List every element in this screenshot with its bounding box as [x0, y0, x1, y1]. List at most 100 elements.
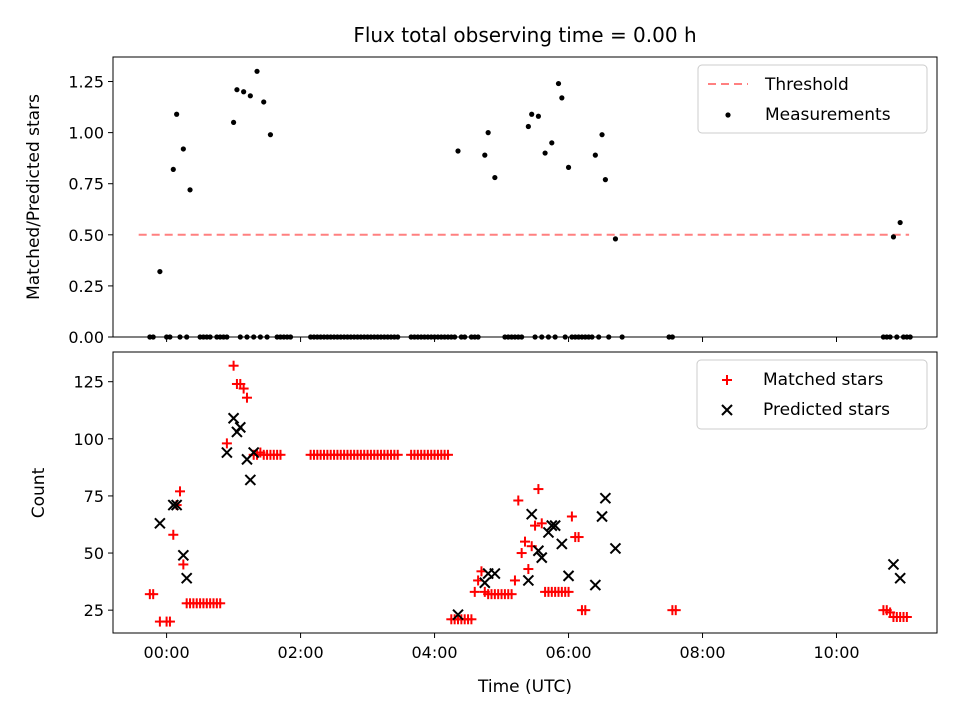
matched-star-point — [174, 486, 185, 497]
measurement-point — [492, 174, 498, 181]
predicted-star-point — [154, 517, 166, 530]
measurement-point — [180, 146, 186, 152]
predicted-star-stroke — [180, 572, 193, 584]
measurement-point — [552, 334, 558, 340]
measurement-point — [237, 334, 243, 340]
predicted-star-stroke — [170, 499, 183, 511]
measurement-point — [395, 334, 401, 340]
y-tick-label: 1.25 — [68, 73, 104, 92]
y-tick-label: 1.00 — [68, 124, 104, 143]
measurement-point — [452, 334, 458, 340]
predicted-star-point — [522, 574, 535, 587]
measurement-point — [535, 113, 541, 119]
predicted-star-point — [589, 579, 602, 591]
matched-star-point — [563, 586, 574, 597]
measurement-point — [234, 87, 240, 93]
predicted-star-stroke — [894, 572, 906, 584]
matched-star-point — [228, 360, 239, 371]
measurement-point — [549, 140, 555, 146]
matched-star-point — [148, 589, 159, 600]
matched-star-point — [520, 536, 530, 547]
y-axis-label-top: Matched/Predicted stars — [24, 94, 44, 300]
matched-star-point — [466, 614, 477, 625]
predicted-star-point — [609, 542, 622, 555]
chart-title: Flux total observing time = 0.00 h — [353, 23, 696, 47]
measurement-point — [525, 123, 531, 130]
predicted-star-stroke — [589, 579, 602, 591]
measurement-point — [475, 334, 481, 340]
measurement-point — [170, 166, 176, 173]
predicted-star-stroke — [532, 545, 545, 557]
matched-star-point — [566, 511, 577, 522]
matched-star-point — [275, 449, 286, 460]
matched-star-point — [513, 495, 524, 506]
y-tick-label: 0.25 — [68, 277, 104, 296]
measurement-point — [455, 148, 461, 154]
matched-star-point — [509, 575, 520, 586]
y-tick-label: 125 — [73, 373, 104, 392]
measurement-point — [174, 111, 180, 117]
predicted-star-point — [546, 519, 558, 532]
measurement-point — [592, 152, 598, 158]
predicted-star-stroke — [599, 492, 612, 504]
legend-measurements-swatch — [725, 112, 731, 118]
x-tick-label: 06:00 — [545, 643, 591, 662]
legend-predicted-label: Predicted stars — [763, 400, 890, 420]
measurement-point — [542, 150, 548, 156]
measurement-point — [261, 99, 267, 105]
matched-star-point — [901, 612, 912, 623]
y-tick-label: 100 — [73, 430, 104, 449]
predicted-star-point — [170, 499, 183, 511]
predicted-star-stroke — [549, 519, 561, 532]
measurement-point — [897, 219, 903, 226]
predicted-star-stroke — [522, 574, 535, 587]
y-tick-label: 25 — [84, 601, 104, 620]
matched-star-point — [168, 529, 179, 540]
matched-star-point — [215, 598, 226, 609]
measurement-point — [150, 334, 156, 340]
y-tick-label: 0.00 — [68, 328, 104, 347]
matched-star-point — [221, 438, 232, 449]
measurement-point — [532, 334, 538, 340]
legend-predicted-swatch — [721, 404, 733, 416]
measurement-point — [669, 334, 675, 340]
predicted-star-point — [599, 492, 612, 504]
measurement-point — [177, 334, 183, 340]
predicted-star-point — [894, 572, 906, 584]
x-tick-label: 08:00 — [679, 643, 725, 662]
predicted-star-point — [221, 446, 233, 459]
predicted-star-stroke — [227, 412, 240, 424]
predicted-star-stroke — [167, 499, 179, 511]
predicted-star-stroke — [546, 519, 558, 532]
predicted-star-point — [556, 538, 568, 550]
y-tick-label: 50 — [84, 544, 104, 563]
predicted-star-point — [532, 545, 545, 557]
matched-star-point — [536, 518, 547, 529]
measurement-point — [559, 95, 565, 101]
measurement-point — [545, 334, 552, 340]
predicted-star-point — [549, 519, 561, 532]
predicted-star-point — [525, 508, 538, 520]
matched-star-point — [533, 484, 544, 495]
measurement-point — [907, 334, 913, 340]
measurement-point — [244, 334, 250, 340]
measurement-point — [184, 334, 190, 340]
top-plot: 0.00 0.25 0.50 0.75 1.00 1.25 — [68, 56, 938, 347]
measurement-point — [894, 334, 900, 340]
predicted-star-point — [244, 474, 257, 486]
measurement-point — [254, 68, 260, 74]
measurement-point — [519, 334, 525, 340]
matched-star-point — [670, 605, 681, 616]
legend-bottom: Matched stars Predicted stars — [696, 359, 928, 430]
measurement-point — [482, 152, 488, 158]
legend-box — [697, 64, 928, 134]
predicted-star-stroke — [536, 551, 548, 564]
measurement-point — [529, 111, 535, 117]
measurement-point — [599, 132, 605, 138]
axes-frame — [112, 56, 938, 338]
predicted-star-stroke — [609, 542, 622, 555]
legend-matched-swatch — [722, 375, 732, 385]
matched-star-point — [469, 586, 480, 597]
x-axis-label: Time (UTC) — [477, 677, 572, 697]
